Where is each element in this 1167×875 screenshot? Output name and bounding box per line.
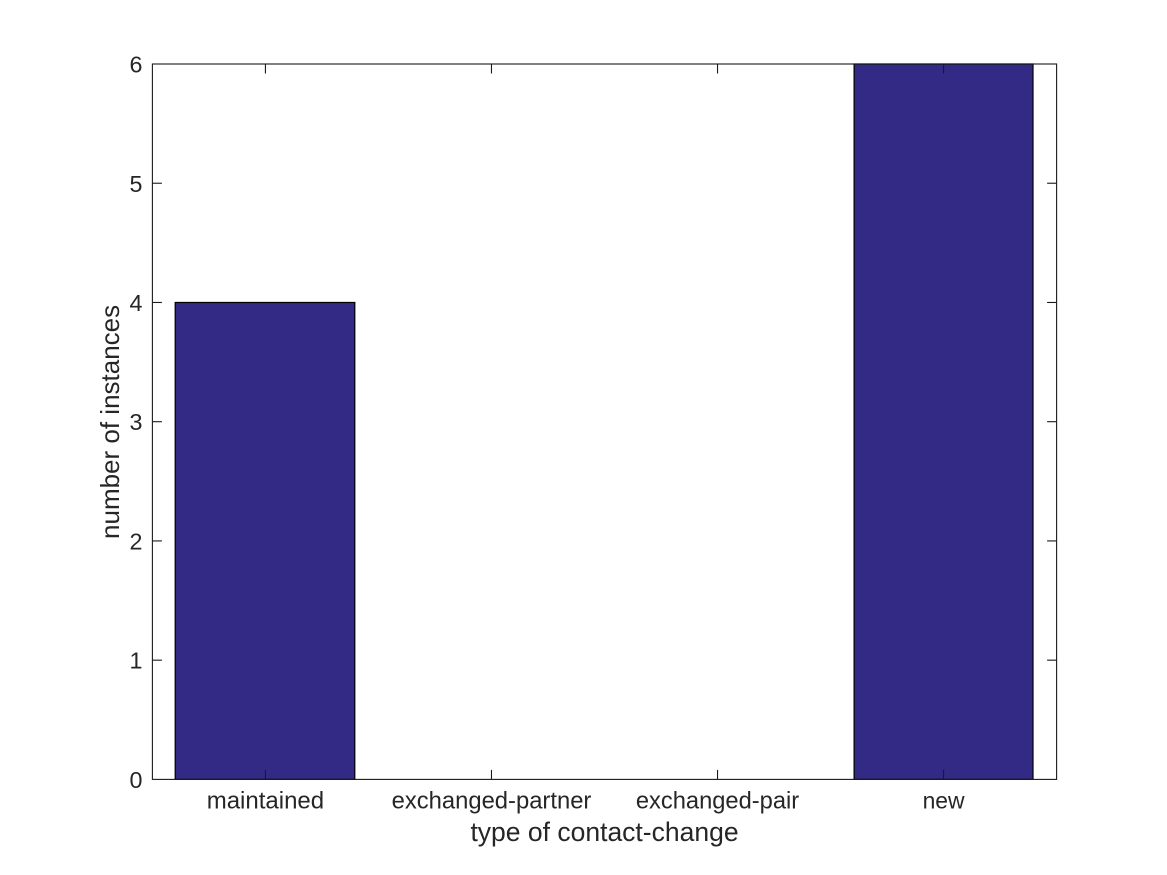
svg-text:exchanged-partner: exchanged-partner (392, 787, 592, 814)
svg-text:3: 3 (130, 409, 143, 435)
svg-text:5: 5 (130, 171, 143, 197)
svg-text:0: 0 (130, 767, 143, 793)
svg-text:2: 2 (130, 529, 143, 555)
svg-text:maintained: maintained (207, 787, 324, 814)
svg-text:new: new (923, 787, 965, 813)
svg-text:exchanged-pair: exchanged-pair (636, 788, 799, 814)
svg-text:6: 6 (130, 52, 143, 78)
svg-text:1: 1 (130, 648, 143, 674)
svg-text:number of instances: number of instances (95, 305, 125, 539)
svg-text:type of contact-change: type of contact-change (470, 817, 738, 847)
svg-text:4: 4 (130, 290, 143, 316)
